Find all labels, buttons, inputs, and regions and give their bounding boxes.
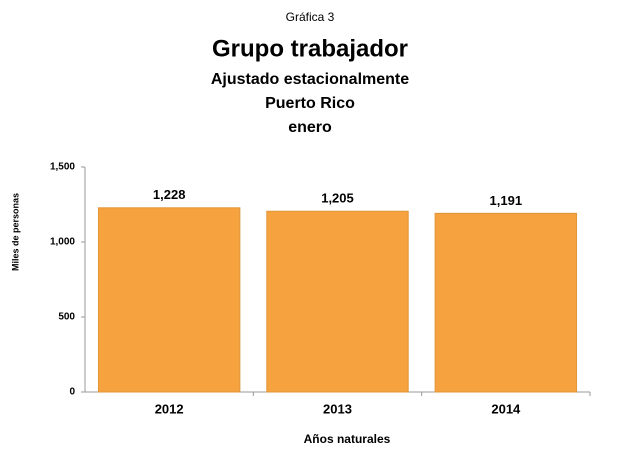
x-tick-label: 2013	[323, 401, 352, 416]
y-tick-label: 1,000	[50, 237, 75, 248]
x-tick-label: 2014	[491, 401, 521, 416]
y-axis-title: Miles de personas	[10, 193, 20, 271]
y-tick-label: 1,500	[50, 162, 75, 173]
data-label: 1,228	[153, 187, 186, 202]
y-tick-label: 500	[58, 312, 75, 323]
chart-label: Gráfica 3	[286, 10, 335, 24]
bar	[266, 210, 409, 393]
x-tick-label: 2012	[155, 401, 184, 416]
bar	[97, 207, 241, 393]
data-label: 1,205	[321, 191, 354, 206]
chart-subtitle: enero	[288, 119, 332, 136]
data-label: 1,191	[490, 193, 523, 208]
y-tick-label: 0	[69, 387, 75, 398]
x-axis-title: Años naturales	[304, 432, 391, 446]
chart-subtitle: Puerto Rico	[265, 95, 355, 112]
chart-subtitle: Ajustado estacionalmente	[211, 71, 409, 88]
chart-title: Grupo trabajador	[212, 35, 408, 62]
bar	[434, 212, 578, 393]
